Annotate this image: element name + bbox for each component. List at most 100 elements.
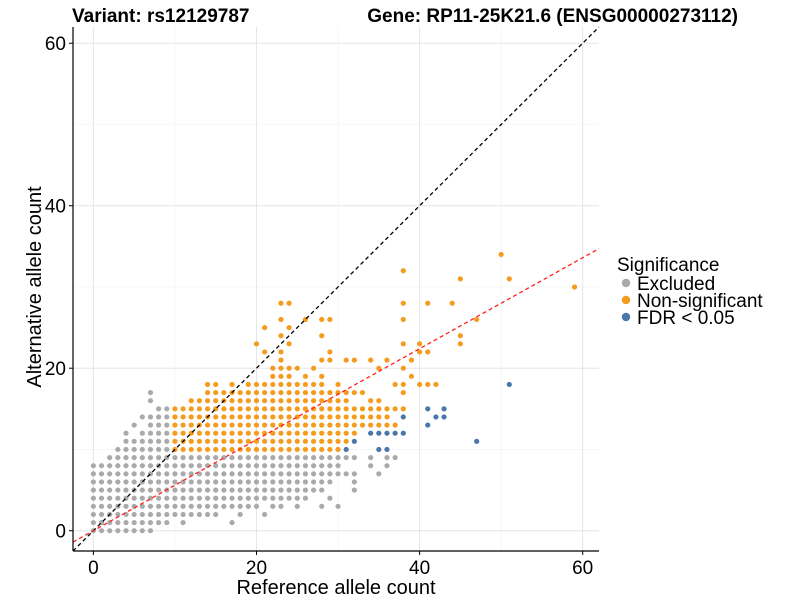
point-fdr-0-05 bbox=[400, 414, 406, 420]
point-excluded bbox=[90, 487, 96, 493]
point-non-significant bbox=[457, 333, 463, 339]
x-tick-label: 40 bbox=[409, 558, 430, 579]
point-excluded bbox=[204, 503, 211, 509]
point-excluded bbox=[147, 446, 154, 453]
point-non-significant bbox=[278, 398, 284, 404]
point-excluded bbox=[294, 454, 300, 461]
point-excluded bbox=[156, 503, 162, 509]
point-excluded bbox=[147, 511, 154, 518]
point-excluded bbox=[139, 430, 145, 436]
point-non-significant bbox=[319, 389, 325, 396]
point-excluded bbox=[245, 471, 251, 477]
point-non-significant bbox=[180, 422, 186, 428]
point-non-significant bbox=[310, 398, 317, 404]
point-non-significant bbox=[278, 349, 284, 355]
point-non-significant bbox=[302, 446, 309, 453]
point-fdr-0-05 bbox=[392, 430, 398, 436]
point-excluded bbox=[237, 463, 243, 469]
point-non-significant bbox=[343, 398, 349, 404]
point-non-significant bbox=[302, 398, 309, 404]
point-non-significant bbox=[278, 333, 284, 339]
point-non-significant bbox=[392, 422, 398, 428]
point-non-significant bbox=[319, 446, 325, 453]
point-non-significant bbox=[286, 389, 292, 396]
point-excluded bbox=[294, 479, 300, 485]
point-non-significant bbox=[237, 438, 243, 444]
point-excluded bbox=[237, 471, 243, 477]
point-fdr-0-05 bbox=[433, 414, 439, 420]
point-excluded bbox=[164, 503, 170, 509]
point-non-significant bbox=[400, 268, 406, 274]
point-fdr-0-05 bbox=[384, 430, 390, 436]
point-excluded bbox=[196, 495, 203, 501]
y-axis-title: Alternative allele count bbox=[24, 186, 46, 388]
point-non-significant bbox=[498, 251, 504, 258]
point-non-significant bbox=[400, 406, 406, 412]
point-excluded bbox=[131, 454, 137, 461]
point-non-significant bbox=[400, 316, 406, 323]
point-fdr-0-05 bbox=[400, 430, 406, 436]
point-excluded bbox=[147, 438, 154, 444]
point-non-significant bbox=[286, 438, 292, 444]
point-non-significant bbox=[343, 438, 349, 444]
point-excluded bbox=[213, 454, 219, 461]
point-non-significant bbox=[253, 381, 260, 388]
point-excluded bbox=[107, 471, 113, 477]
point-non-significant bbox=[270, 414, 276, 420]
point-non-significant bbox=[376, 422, 382, 428]
point-non-significant bbox=[457, 341, 463, 347]
point-non-significant bbox=[262, 414, 268, 420]
point-excluded bbox=[180, 503, 186, 509]
point-non-significant bbox=[196, 414, 203, 420]
point-non-significant bbox=[351, 406, 357, 412]
point-excluded bbox=[335, 454, 341, 461]
point-non-significant bbox=[204, 389, 211, 396]
point-non-significant bbox=[237, 430, 243, 436]
point-non-significant bbox=[408, 357, 415, 363]
point-excluded bbox=[204, 511, 211, 518]
point-non-significant bbox=[229, 438, 235, 444]
point-non-significant bbox=[278, 316, 284, 323]
point-excluded bbox=[107, 463, 113, 469]
point-non-significant bbox=[286, 430, 292, 436]
point-non-significant bbox=[310, 389, 317, 396]
point-excluded bbox=[180, 495, 186, 501]
reference-line-fit bbox=[72, 248, 600, 543]
point-excluded bbox=[310, 487, 317, 493]
point-excluded bbox=[139, 528, 145, 534]
point-excluded bbox=[245, 463, 251, 469]
point-excluded bbox=[188, 471, 194, 477]
point-excluded bbox=[123, 430, 129, 436]
point-fdr-0-05 bbox=[506, 381, 512, 388]
point-non-significant bbox=[229, 381, 235, 388]
point-excluded bbox=[229, 479, 235, 485]
point-non-significant bbox=[351, 430, 357, 436]
point-excluded bbox=[156, 511, 162, 518]
point-excluded bbox=[123, 519, 129, 526]
point-non-significant bbox=[302, 381, 309, 388]
point-excluded bbox=[351, 487, 357, 493]
point-excluded bbox=[327, 471, 333, 477]
point-excluded bbox=[335, 471, 341, 477]
point-non-significant bbox=[213, 414, 219, 420]
point-excluded bbox=[262, 454, 268, 461]
point-excluded bbox=[221, 487, 227, 493]
point-excluded bbox=[147, 479, 154, 485]
point-non-significant bbox=[188, 446, 194, 453]
point-excluded bbox=[196, 454, 203, 461]
point-excluded bbox=[262, 471, 268, 477]
point-excluded bbox=[229, 487, 235, 493]
point-excluded bbox=[253, 487, 260, 493]
point-non-significant bbox=[294, 398, 300, 404]
point-non-significant bbox=[213, 398, 219, 404]
point-excluded bbox=[123, 471, 129, 477]
point-non-significant bbox=[196, 430, 203, 436]
point-excluded bbox=[188, 495, 194, 501]
point-excluded bbox=[123, 446, 129, 453]
point-non-significant bbox=[302, 373, 309, 379]
point-excluded bbox=[156, 487, 162, 493]
legend-label-excluded: Excluded bbox=[637, 274, 715, 295]
point-excluded bbox=[302, 454, 309, 461]
grid-layer bbox=[73, 27, 599, 551]
point-non-significant bbox=[376, 406, 382, 412]
